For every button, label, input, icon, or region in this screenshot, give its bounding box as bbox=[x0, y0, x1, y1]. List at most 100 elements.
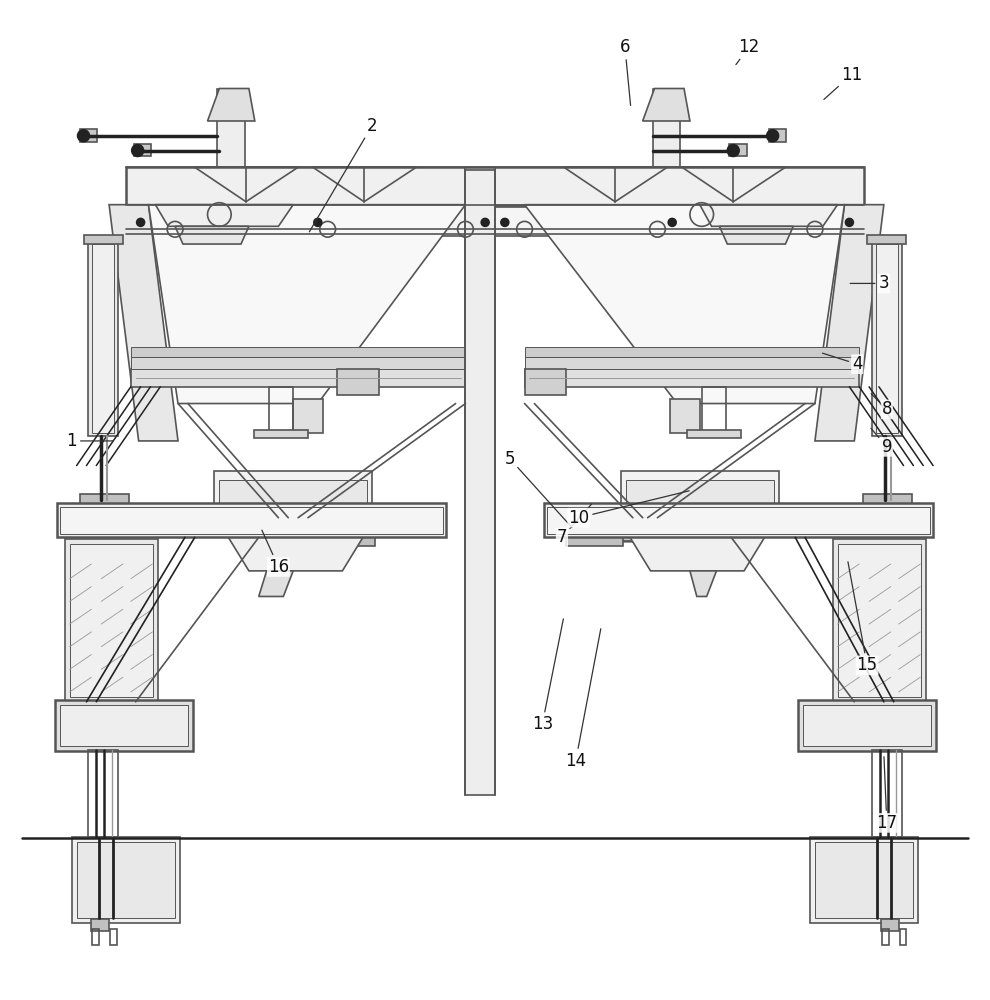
Bar bbox=[872, 750, 902, 837]
Bar bbox=[803, 705, 932, 746]
Text: 3: 3 bbox=[850, 274, 889, 292]
Bar bbox=[863, 494, 913, 508]
Bar bbox=[71, 837, 180, 923]
Text: 17: 17 bbox=[876, 757, 897, 832]
Bar bbox=[867, 235, 907, 244]
Bar bbox=[268, 387, 293, 433]
Bar bbox=[544, 503, 934, 537]
Polygon shape bbox=[525, 205, 844, 404]
Polygon shape bbox=[621, 523, 773, 571]
Bar bbox=[621, 471, 778, 523]
Circle shape bbox=[481, 218, 489, 226]
Bar bbox=[652, 89, 680, 167]
Bar bbox=[293, 518, 318, 554]
Polygon shape bbox=[720, 226, 793, 244]
Polygon shape bbox=[700, 205, 838, 226]
Text: 1: 1 bbox=[66, 432, 113, 450]
Text: 8: 8 bbox=[871, 394, 892, 418]
Bar bbox=[76, 842, 175, 918]
Bar bbox=[92, 244, 114, 433]
Bar bbox=[92, 929, 99, 945]
Polygon shape bbox=[148, 205, 465, 404]
Bar bbox=[525, 369, 566, 395]
Circle shape bbox=[314, 218, 322, 226]
Text: 5: 5 bbox=[505, 450, 572, 527]
Bar bbox=[134, 144, 151, 156]
Polygon shape bbox=[155, 205, 293, 226]
Circle shape bbox=[728, 145, 740, 156]
Bar bbox=[465, 170, 495, 795]
Circle shape bbox=[132, 145, 144, 156]
Text: 2: 2 bbox=[309, 117, 377, 232]
Bar bbox=[810, 837, 919, 923]
Polygon shape bbox=[643, 89, 690, 121]
Bar bbox=[56, 503, 446, 537]
Bar bbox=[131, 357, 465, 369]
Bar bbox=[88, 239, 118, 436]
Polygon shape bbox=[815, 205, 884, 441]
Text: 4: 4 bbox=[823, 353, 862, 373]
Bar bbox=[687, 430, 742, 438]
Circle shape bbox=[766, 130, 778, 142]
Bar bbox=[525, 369, 859, 387]
Bar bbox=[220, 480, 367, 520]
Circle shape bbox=[501, 218, 509, 226]
Bar bbox=[900, 929, 907, 945]
Bar bbox=[69, 544, 153, 697]
Bar bbox=[126, 167, 864, 205]
Bar bbox=[566, 527, 623, 546]
Text: 13: 13 bbox=[532, 619, 563, 733]
Bar bbox=[126, 207, 864, 236]
Text: 6: 6 bbox=[620, 38, 631, 105]
Bar bbox=[838, 544, 922, 697]
Bar bbox=[59, 705, 188, 746]
Circle shape bbox=[77, 130, 89, 142]
Bar bbox=[215, 471, 372, 523]
Polygon shape bbox=[258, 571, 293, 596]
Bar bbox=[876, 244, 898, 433]
Bar bbox=[64, 539, 158, 702]
Text: 16: 16 bbox=[261, 530, 289, 576]
Bar bbox=[79, 494, 129, 508]
Bar bbox=[338, 369, 379, 395]
Bar bbox=[131, 369, 465, 387]
Bar bbox=[872, 239, 902, 436]
Text: 12: 12 bbox=[736, 38, 759, 65]
Bar bbox=[110, 929, 117, 945]
Text: 14: 14 bbox=[565, 629, 601, 770]
Circle shape bbox=[845, 218, 853, 226]
Polygon shape bbox=[175, 226, 248, 244]
Polygon shape bbox=[690, 571, 717, 596]
Bar bbox=[218, 89, 245, 167]
Bar bbox=[702, 387, 727, 433]
Bar bbox=[91, 919, 109, 931]
Polygon shape bbox=[621, 517, 682, 541]
Circle shape bbox=[137, 218, 145, 226]
Bar bbox=[652, 518, 677, 554]
Bar bbox=[55, 700, 193, 751]
Bar bbox=[833, 539, 927, 702]
Polygon shape bbox=[109, 205, 178, 441]
Text: 9: 9 bbox=[871, 428, 892, 456]
Text: 11: 11 bbox=[824, 66, 862, 99]
Bar bbox=[253, 430, 308, 438]
Bar bbox=[547, 507, 931, 534]
Bar bbox=[882, 929, 889, 945]
Bar bbox=[131, 347, 465, 357]
Bar bbox=[83, 235, 123, 244]
Polygon shape bbox=[220, 523, 372, 571]
Text: 10: 10 bbox=[568, 491, 689, 527]
Bar bbox=[79, 129, 97, 142]
Bar bbox=[626, 480, 773, 520]
Bar bbox=[525, 347, 859, 357]
Text: 7: 7 bbox=[556, 504, 592, 546]
Bar bbox=[815, 842, 914, 918]
Bar bbox=[881, 919, 899, 931]
Bar bbox=[88, 750, 118, 837]
Circle shape bbox=[668, 218, 676, 226]
Bar bbox=[670, 399, 700, 433]
Bar bbox=[318, 527, 375, 546]
Bar bbox=[798, 700, 936, 751]
Bar bbox=[768, 129, 786, 142]
Polygon shape bbox=[208, 89, 254, 121]
